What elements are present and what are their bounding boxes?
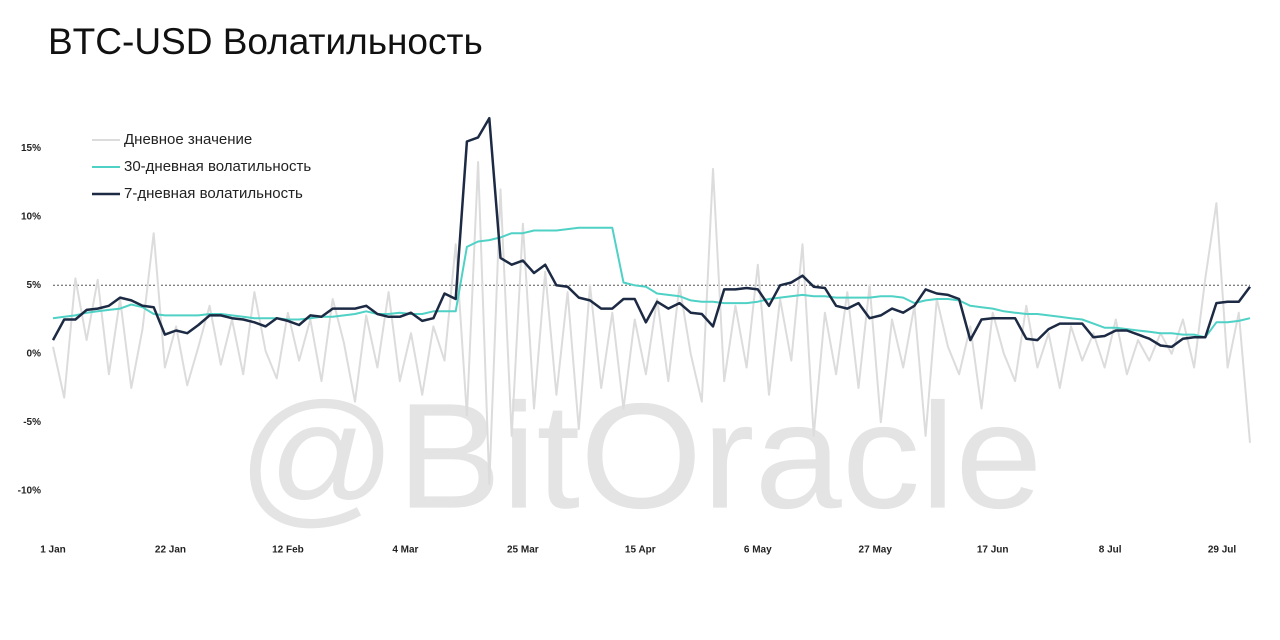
y-tick-label: -10% xyxy=(18,485,41,496)
y-tick-label: 0% xyxy=(27,348,42,359)
x-tick-label: 12 Feb xyxy=(272,545,304,556)
x-tick-label: 22 Jan xyxy=(155,545,186,556)
x-tick-label: 29 Jul xyxy=(1208,545,1237,556)
x-tick-label: 17 Jun xyxy=(977,545,1009,556)
legend-label: 7-дневная волатильность xyxy=(124,185,303,202)
watermark: @BitOracle xyxy=(238,372,1043,540)
legend-label: 30-дневная волатильность xyxy=(124,158,311,175)
series-line xyxy=(52,161,1251,485)
y-tick-label: -5% xyxy=(23,417,41,428)
x-tick-label: 27 May xyxy=(859,545,893,556)
x-tick-label: 25 Mar xyxy=(507,545,539,556)
x-tick-label: 8 Jul xyxy=(1099,545,1122,556)
chart-title: BTC-USD Волатильность xyxy=(48,21,483,62)
y-tick-label: 10% xyxy=(21,211,41,222)
y-tick-label: 15% xyxy=(21,143,41,154)
series-line xyxy=(51,116,1252,349)
x-tick-label: 1 Jan xyxy=(40,545,66,556)
y-tick-label: 5% xyxy=(27,280,42,291)
x-tick-label: 6 May xyxy=(744,545,772,556)
legend-label: Дневное значение xyxy=(124,131,252,148)
series-line xyxy=(52,226,1251,339)
x-tick-label: 4 Mar xyxy=(392,545,418,556)
x-tick-label: 15 Apr xyxy=(625,545,656,556)
